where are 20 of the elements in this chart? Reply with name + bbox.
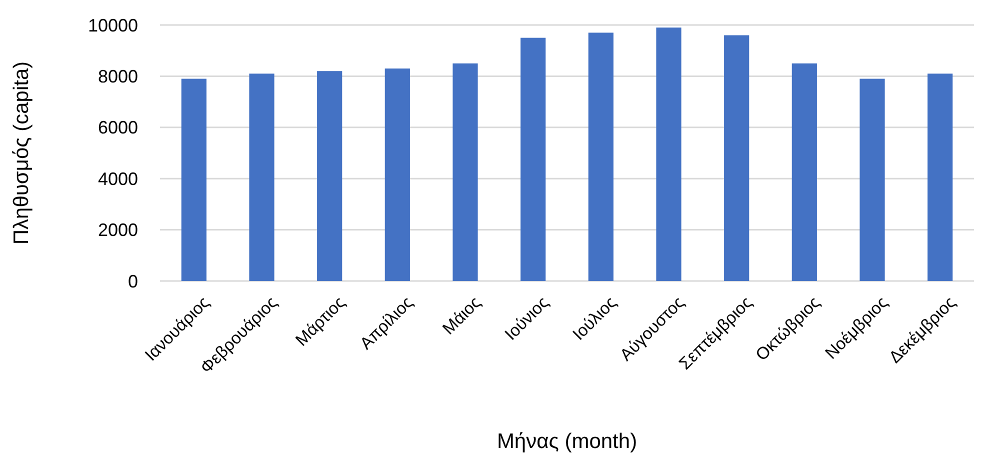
y-tick-label: 2000 [98, 220, 138, 240]
bar [928, 74, 953, 281]
y-tick-label: 8000 [98, 66, 138, 86]
y-tick-label: 0 [128, 271, 138, 292]
bar [249, 74, 274, 281]
bar [384, 68, 410, 281]
y-tick-label: 6000 [98, 118, 138, 138]
y-axis-title: Πληθυσμός (capita) [10, 61, 33, 245]
bar [656, 28, 682, 281]
bar [792, 63, 817, 281]
bar [860, 78, 885, 281]
bar [181, 78, 206, 281]
bar [520, 38, 546, 281]
y-tick-label: 10000 [88, 15, 138, 36]
bar [317, 71, 342, 281]
x-axis-title: Μήνας (month) [496, 430, 638, 453]
bar [588, 32, 614, 281]
bar [452, 63, 478, 281]
y-tick-label: 4000 [98, 168, 138, 189]
bar [724, 35, 750, 281]
